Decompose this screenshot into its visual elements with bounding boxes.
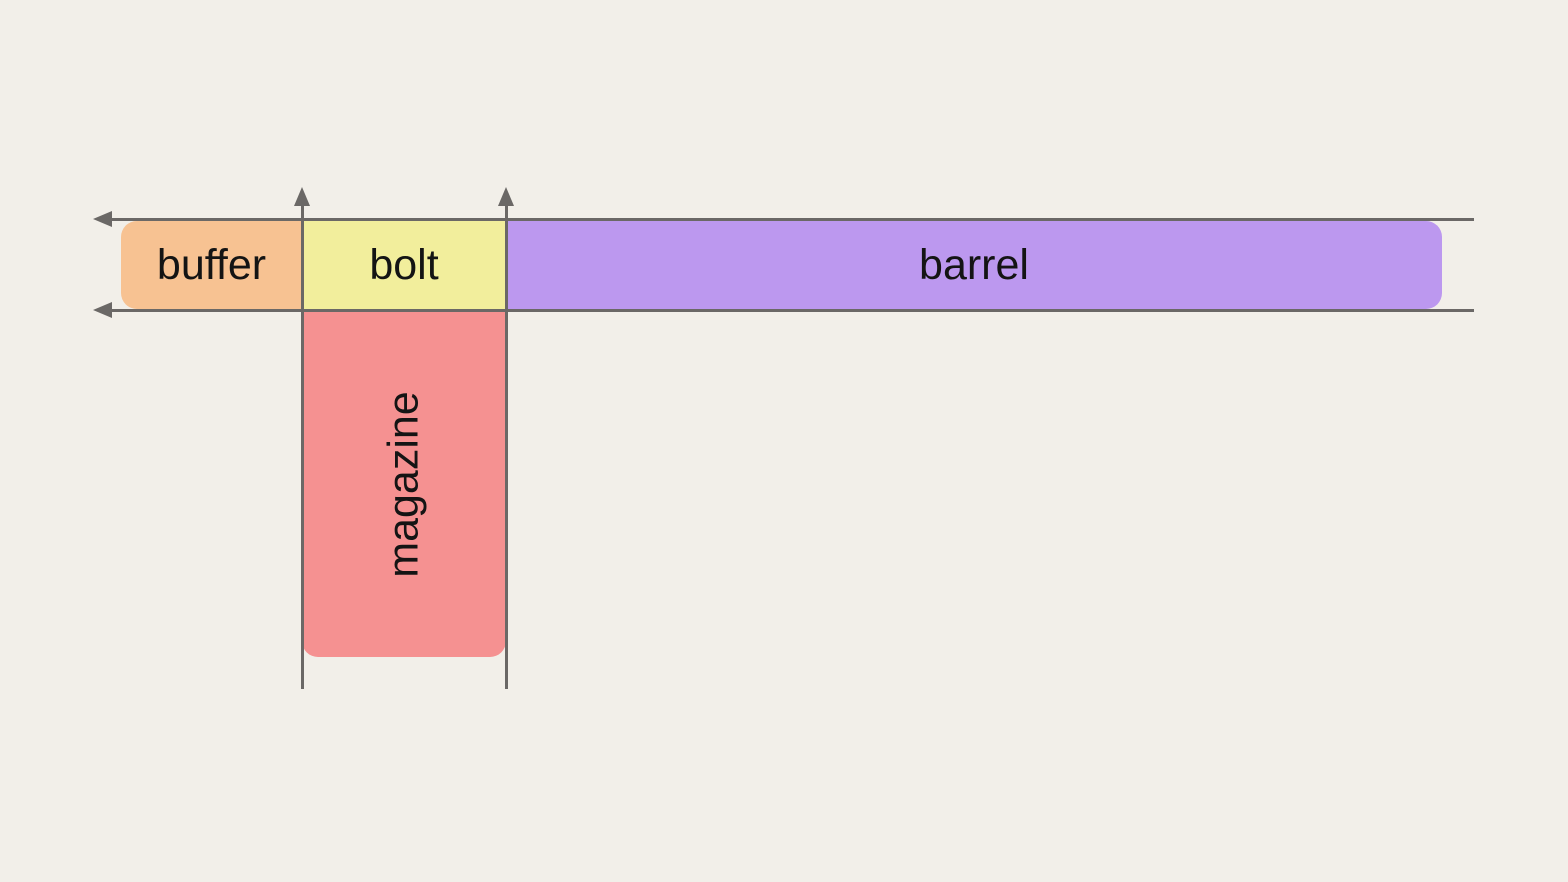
block-magazine-label: magazine — [379, 390, 428, 578]
block-barrel: barrel — [506, 221, 1442, 309]
block-bolt-label: bolt — [369, 240, 439, 289]
block-bolt: bolt — [302, 221, 506, 309]
arrow-left-icon — [93, 211, 112, 227]
guide-line-vertical-left — [301, 202, 304, 689]
block-barrel-label: barrel — [919, 240, 1029, 289]
guide-line-bottom — [100, 309, 1474, 312]
guide-line-vertical-right — [505, 202, 508, 689]
block-buffer: buffer — [121, 221, 302, 309]
arrow-up-icon — [294, 187, 310, 206]
block-buffer-label: buffer — [156, 240, 267, 289]
arrow-left-icon — [93, 302, 112, 318]
block-magazine: magazine — [302, 311, 506, 657]
guide-line-top — [100, 218, 1474, 221]
arrow-up-icon — [498, 187, 514, 206]
